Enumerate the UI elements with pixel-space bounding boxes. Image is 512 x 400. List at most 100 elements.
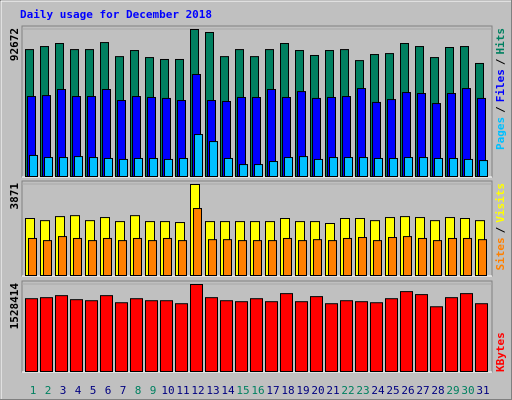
bar — [418, 237, 427, 276]
x-tick-label: 17 — [266, 384, 279, 397]
bar — [103, 237, 112, 276]
bar — [149, 157, 158, 177]
y-tick-label: 1528414 — [8, 283, 21, 330]
bar — [463, 237, 472, 276]
bar — [325, 303, 338, 372]
bar — [250, 298, 263, 372]
x-tick-label: 29 — [446, 384, 459, 397]
x-tick-label: 14 — [221, 384, 235, 397]
bar — [329, 157, 338, 178]
bar — [268, 240, 277, 276]
bar — [28, 237, 37, 276]
bar — [374, 157, 383, 177]
bar — [478, 239, 487, 276]
bar — [164, 158, 173, 177]
bar — [223, 239, 232, 276]
x-tick-label: 26 — [401, 384, 414, 397]
bar — [460, 293, 473, 372]
bar — [389, 157, 398, 177]
bar — [44, 157, 53, 178]
bar — [235, 301, 248, 372]
bar — [175, 303, 188, 372]
x-tick-label: 8 — [135, 384, 142, 397]
bar — [118, 240, 127, 276]
bar — [343, 237, 352, 276]
bar — [419, 157, 428, 178]
x-tick-label: 25 — [386, 384, 399, 397]
x-tick-label: 1 — [30, 384, 37, 397]
y-tick-label: 92672 — [8, 28, 21, 61]
bar — [178, 240, 187, 276]
bar — [299, 156, 308, 178]
legend-entry: Files — [494, 69, 507, 102]
bar — [115, 302, 128, 373]
legend: Pages / Files / Hits — [494, 28, 507, 150]
bar — [239, 164, 248, 178]
bar — [73, 237, 82, 276]
x-tick-label: 18 — [281, 384, 294, 397]
legend: Sites / Visits — [494, 183, 507, 271]
legend-entry: Visits — [494, 183, 507, 223]
bar — [134, 157, 143, 177]
bar — [55, 295, 68, 373]
bar — [479, 160, 488, 177]
bar — [269, 161, 278, 177]
x-tick-label: 4 — [75, 384, 82, 397]
legend-separator: / — [494, 226, 507, 233]
bar — [415, 294, 428, 372]
bar — [40, 297, 53, 373]
x-tick-label: 9 — [150, 384, 157, 397]
bar — [475, 303, 488, 372]
bar — [359, 157, 368, 178]
x-tick-label: 31 — [476, 384, 489, 397]
bar — [340, 300, 353, 372]
x-tick-label: 19 — [296, 384, 309, 397]
bar — [400, 291, 413, 372]
x-tick-label: 2 — [45, 384, 52, 397]
bar — [208, 239, 217, 276]
bar — [193, 208, 202, 276]
bar — [104, 157, 113, 177]
bar — [445, 297, 458, 373]
bar — [314, 158, 323, 177]
legend-entry: Hits — [494, 28, 507, 55]
bar — [404, 157, 413, 178]
bar — [145, 300, 158, 372]
bar — [89, 157, 98, 178]
bar — [449, 157, 458, 177]
bar — [85, 300, 98, 372]
legend-entry: KBytes — [494, 332, 507, 372]
bar — [194, 134, 203, 178]
x-tick-label: 23 — [356, 384, 369, 397]
y-tick-label: 3871 — [8, 183, 21, 210]
x-tick-label: 24 — [371, 384, 385, 397]
bar — [133, 237, 142, 276]
x-tick-label: 22 — [341, 384, 354, 397]
bar — [70, 299, 83, 372]
bar — [238, 240, 247, 276]
bar — [220, 300, 233, 372]
bar — [280, 293, 293, 372]
bar — [179, 157, 188, 177]
bar — [433, 240, 442, 276]
bar — [190, 284, 203, 372]
x-tick-label: 20 — [311, 384, 324, 397]
bar — [205, 297, 218, 373]
x-tick-label: 6 — [105, 384, 112, 397]
legend-entry: Sites — [494, 237, 507, 270]
x-tick-label: 21 — [326, 384, 339, 397]
x-tick-label: 28 — [431, 384, 444, 397]
chart-title: Daily usage for December 2018 — [20, 8, 212, 21]
bar — [313, 239, 322, 276]
bar — [58, 236, 67, 276]
bar — [448, 237, 457, 276]
legend-separator: / — [494, 58, 507, 65]
bar — [464, 158, 473, 177]
bar — [295, 301, 308, 372]
bar — [100, 295, 113, 373]
bar — [385, 298, 398, 372]
legend-separator: / — [494, 106, 507, 113]
bar — [370, 302, 383, 373]
bar — [209, 141, 218, 178]
